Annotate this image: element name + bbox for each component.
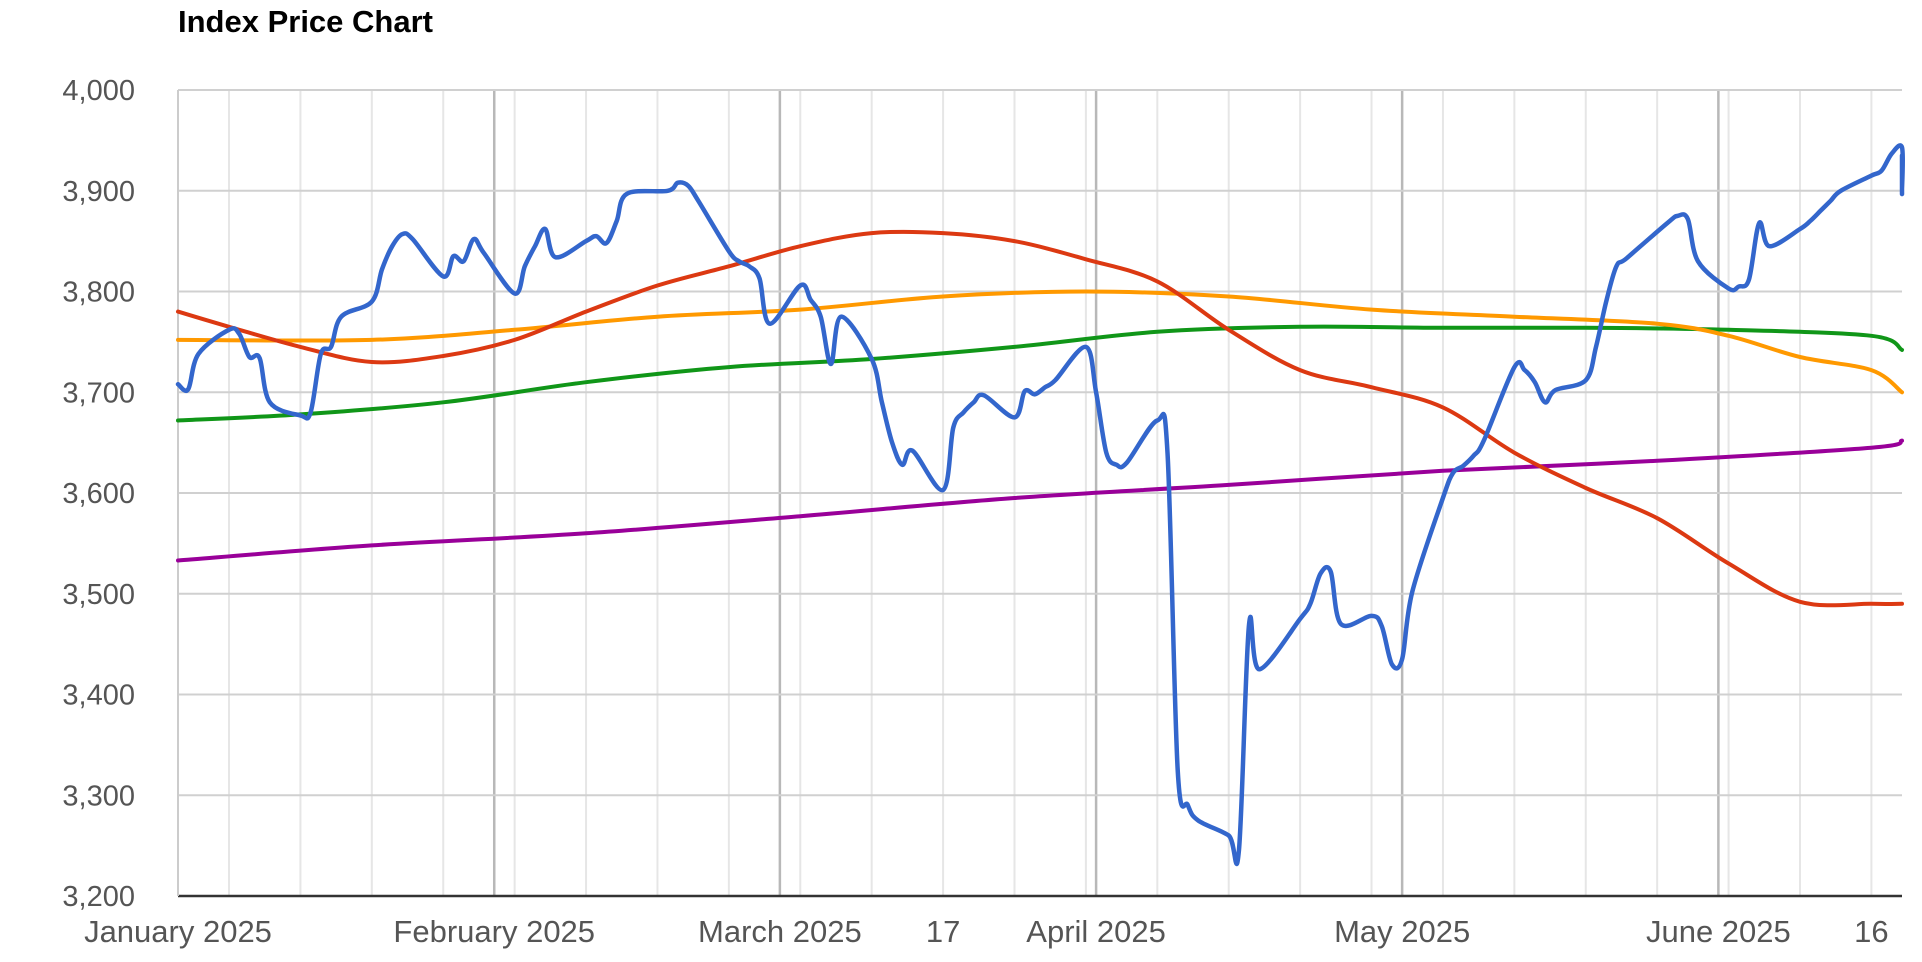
x-tick-label: May 2025 [1334, 914, 1470, 949]
series-line-red [176, 229, 1904, 608]
x-tick-label: April 2025 [1026, 914, 1166, 949]
series-lines [175, 143, 1905, 867]
series-line-green [176, 324, 1904, 423]
y-tick-label: 3,300 [62, 780, 135, 812]
y-axis-ticks: 4,000 3,900 3,800 3,700 3,600 3,500 3,400 3,300… [62, 75, 135, 913]
y-tick-label: 3,800 [62, 277, 135, 309]
x-tick-label: 16 [1854, 914, 1888, 949]
x-tick-label: 17 [926, 914, 960, 949]
chart-title: Index Price Chart [178, 4, 433, 39]
y-tick-label: 3,600 [62, 478, 135, 510]
y-tick-label: 3,900 [62, 176, 135, 208]
y-tick-label: 3,700 [62, 377, 135, 409]
x-axis-ticks: January 2025 February 2025 March 2025 17 Apr… [84, 914, 1889, 949]
y-tick-label: 3,400 [62, 680, 135, 712]
series-line-orange [176, 289, 1904, 395]
x-tick-label: June 2025 [1646, 914, 1791, 949]
series-line-blue [175, 143, 1905, 867]
x-tick-label: January 2025 [84, 914, 272, 949]
series-line-purple [176, 438, 1904, 563]
grid [177, 89, 1902, 898]
x-tick-label: March 2025 [698, 914, 862, 949]
x-tick-label: February 2025 [393, 914, 595, 949]
y-tick-label: 3,500 [62, 579, 135, 611]
y-tick-label: 3,200 [62, 881, 135, 913]
y-tick-label: 4,000 [62, 75, 135, 107]
